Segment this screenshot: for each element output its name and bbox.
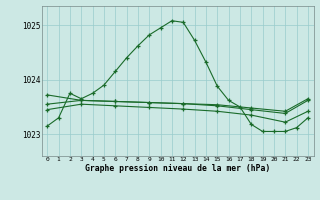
X-axis label: Graphe pression niveau de la mer (hPa): Graphe pression niveau de la mer (hPa) [85,164,270,173]
